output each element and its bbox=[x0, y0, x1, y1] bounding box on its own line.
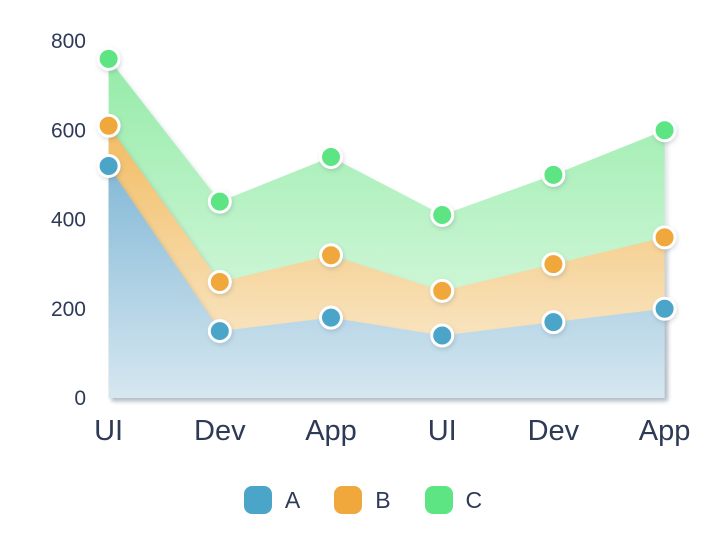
x-axis-label-3: UI bbox=[428, 415, 457, 447]
x-axis-label-2: App bbox=[305, 415, 357, 447]
marker-b-0[interactable] bbox=[96, 113, 121, 138]
marker-c-3[interactable] bbox=[430, 203, 455, 228]
x-axis-label-0: UI bbox=[94, 415, 123, 447]
y-axis-tick-label: 800 bbox=[51, 30, 86, 53]
legend-swatch-b bbox=[334, 486, 363, 514]
x-axis-label-4: Dev bbox=[528, 415, 580, 447]
marker-a-2[interactable] bbox=[319, 305, 343, 330]
marker-b-1[interactable] bbox=[207, 269, 232, 294]
y-axis-tick-label: 0 bbox=[74, 387, 86, 410]
area-series-a bbox=[108, 165, 665, 398]
chart-legend: A B C bbox=[0, 486, 726, 514]
legend-swatch-c bbox=[424, 486, 453, 514]
legend-item-c[interactable]: C bbox=[424, 486, 483, 514]
marker-a-1[interactable] bbox=[207, 319, 232, 344]
marker-b-4[interactable] bbox=[541, 252, 566, 277]
x-axis-label-1: Dev bbox=[194, 415, 246, 447]
legend-label-a: A bbox=[284, 487, 301, 513]
marker-b-3[interactable] bbox=[430, 278, 455, 303]
legend-label-c: C bbox=[465, 487, 483, 513]
legend-item-b[interactable]: B bbox=[334, 486, 391, 514]
marker-c-4[interactable] bbox=[541, 162, 566, 187]
marker-a-4[interactable] bbox=[541, 310, 566, 335]
legend-item-a[interactable]: A bbox=[243, 486, 301, 514]
legend-swatch-a bbox=[243, 486, 272, 514]
y-axis-tick-label: 600 bbox=[51, 119, 86, 142]
marker-c-2[interactable] bbox=[319, 145, 343, 170]
y-axis-tick-label: 200 bbox=[51, 298, 86, 321]
x-axis-label-5: App bbox=[639, 415, 691, 447]
marker-b-2[interactable] bbox=[319, 243, 343, 268]
marker-c-5[interactable] bbox=[652, 118, 677, 143]
marker-a-5[interactable] bbox=[652, 296, 677, 321]
marker-a-0[interactable] bbox=[96, 153, 121, 178]
marker-c-1[interactable] bbox=[207, 189, 232, 214]
marker-b-5[interactable] bbox=[652, 225, 677, 250]
chart-canvas: 0 200 400 600 800 UI Dev App UI Dev App bbox=[51, 30, 691, 447]
y-axis-tick-label: 400 bbox=[51, 209, 86, 232]
legend-label-b: B bbox=[375, 487, 391, 513]
marker-c-0[interactable] bbox=[96, 46, 121, 71]
marker-a-3[interactable] bbox=[430, 323, 455, 348]
